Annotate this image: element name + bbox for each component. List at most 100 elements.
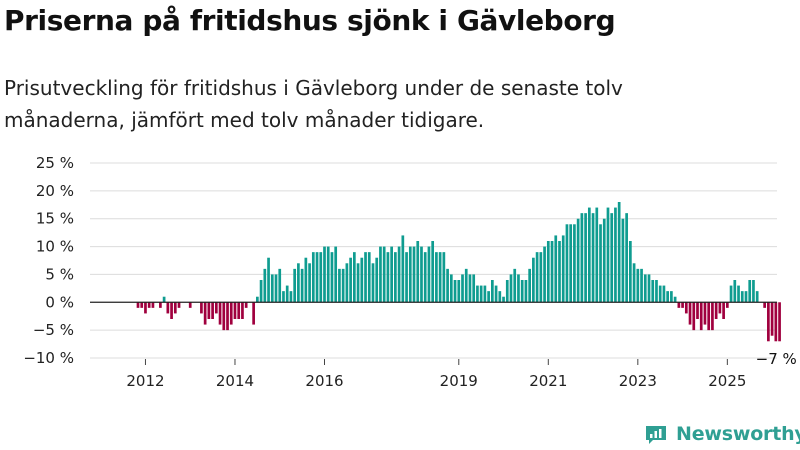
bar: [569, 224, 573, 303]
bar: [703, 302, 707, 325]
bar: [576, 218, 580, 303]
bar: [752, 280, 755, 303]
bar: [233, 302, 237, 319]
bar: [390, 246, 393, 303]
bar: [188, 302, 192, 308]
bar: [461, 274, 464, 303]
bar: [655, 280, 658, 303]
bar: [502, 296, 505, 303]
bar: [177, 302, 181, 308]
bar: [535, 252, 539, 303]
newsworthy-brand[interactable]: Newsworthy: [644, 420, 800, 448]
bar: [651, 280, 655, 303]
bar: [696, 302, 699, 319]
bar: [453, 280, 457, 303]
bar: [382, 246, 386, 303]
bar: [211, 302, 214, 319]
bar: [554, 235, 558, 303]
bar: [252, 302, 255, 325]
bar: [267, 257, 270, 303]
bar: [442, 252, 446, 303]
bar: [684, 302, 688, 314]
bar: [226, 302, 229, 331]
bar: [241, 302, 244, 319]
bar: [666, 291, 670, 303]
x-tick-label: 2023: [619, 372, 657, 390]
bar: [487, 291, 490, 303]
bar: [446, 268, 449, 303]
bar: [334, 246, 338, 303]
bar: [479, 285, 483, 303]
bar: [614, 207, 617, 303]
bar: [662, 285, 666, 303]
bar: [136, 302, 140, 308]
x-tick-label: 2019: [440, 372, 478, 390]
bar: [722, 302, 725, 319]
newsworthy-logo-icon: [646, 426, 666, 444]
bar: [222, 302, 226, 331]
bar: [580, 213, 584, 303]
bar: [218, 302, 222, 325]
bar: [300, 268, 304, 303]
bar: [349, 257, 352, 303]
bar: [352, 252, 356, 303]
bar: [558, 241, 561, 303]
bar: [308, 263, 311, 303]
bar: [379, 246, 382, 303]
bar: [546, 241, 550, 303]
bar: [472, 274, 476, 303]
bar: [289, 291, 293, 303]
bar: [412, 246, 416, 303]
y-tick-label: −5 %: [33, 321, 74, 339]
bar: [282, 291, 285, 303]
bar: [427, 246, 431, 303]
bar: [256, 296, 259, 303]
bar: [371, 263, 375, 303]
bar: [151, 302, 155, 308]
y-tick-label: 0 %: [45, 293, 74, 311]
bar: [565, 224, 569, 303]
bar: [416, 241, 420, 303]
bar: [278, 268, 282, 303]
bar: [375, 257, 379, 303]
bar: [681, 302, 684, 308]
y-tick-label: −10 %: [23, 349, 74, 367]
bar: [237, 302, 241, 319]
bar: [200, 302, 203, 314]
bar: [270, 274, 274, 303]
bar: [229, 302, 233, 325]
bar: [345, 263, 349, 303]
bar: [159, 302, 162, 308]
y-tick-label: 10 %: [36, 238, 74, 256]
bar: [435, 252, 438, 303]
bar: [599, 224, 602, 303]
bar: [457, 280, 461, 303]
bar: [688, 302, 692, 325]
x-tick-label: 2014: [216, 372, 254, 390]
bar: [587, 207, 591, 303]
bar: [494, 285, 498, 303]
bar: [543, 246, 546, 303]
bar: [364, 252, 367, 303]
bar: [673, 296, 677, 303]
bar: [699, 302, 703, 331]
bar: [315, 252, 319, 303]
bar: [259, 280, 263, 303]
bar: [573, 224, 576, 303]
bar: [203, 302, 207, 325]
bar: [640, 268, 643, 303]
x-tick-label: 2025: [708, 372, 746, 390]
bar: [774, 302, 778, 342]
bar: [744, 291, 748, 303]
bar: [356, 263, 360, 303]
bar: [449, 274, 453, 303]
bar: [737, 285, 740, 303]
x-tick-label: 2012: [126, 372, 164, 390]
bar: [625, 213, 628, 303]
bar: [285, 285, 289, 303]
bar: [658, 285, 662, 303]
y-tick-label: 5 %: [45, 265, 74, 283]
bar: [692, 302, 696, 331]
bar: [550, 241, 554, 303]
